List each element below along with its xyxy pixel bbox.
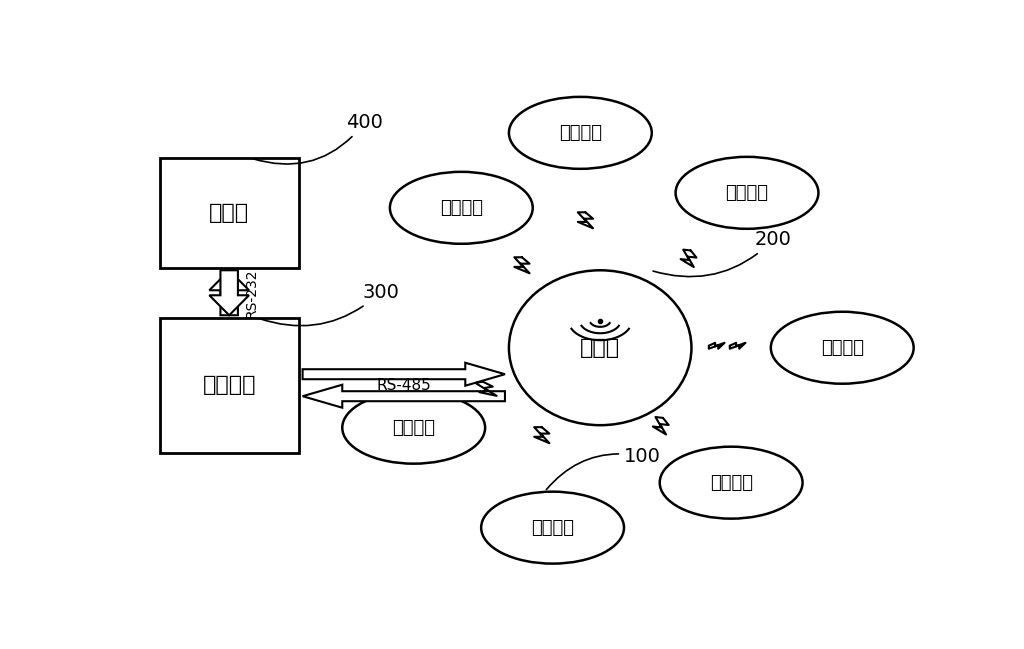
Text: 上位机: 上位机 xyxy=(209,202,249,223)
Text: RS-485: RS-485 xyxy=(377,378,431,393)
Bar xyxy=(160,318,299,453)
Text: 终端节点: 终端节点 xyxy=(821,339,863,357)
Polygon shape xyxy=(303,385,505,408)
Text: 100: 100 xyxy=(547,447,660,489)
Text: 终端节点: 终端节点 xyxy=(392,419,435,437)
Text: 300: 300 xyxy=(260,283,399,326)
Text: 终端节点: 终端节点 xyxy=(440,199,482,217)
Text: 转换模块: 转换模块 xyxy=(203,375,256,395)
Polygon shape xyxy=(209,270,249,315)
Ellipse shape xyxy=(659,447,803,519)
Text: 终端节点: 终端节点 xyxy=(726,184,768,202)
Ellipse shape xyxy=(481,492,624,563)
Ellipse shape xyxy=(509,270,691,425)
Bar xyxy=(160,158,299,268)
Text: 终端节点: 终端节点 xyxy=(559,124,602,142)
Ellipse shape xyxy=(390,172,532,244)
Ellipse shape xyxy=(676,157,818,229)
Text: 200: 200 xyxy=(653,230,792,276)
Text: RS-232: RS-232 xyxy=(245,268,258,317)
Text: 终端节点: 终端节点 xyxy=(531,519,574,537)
Text: 终端节点: 终端节点 xyxy=(710,474,753,492)
Ellipse shape xyxy=(342,392,485,463)
Polygon shape xyxy=(303,363,505,386)
Text: 400: 400 xyxy=(253,113,383,164)
Polygon shape xyxy=(209,270,249,315)
Ellipse shape xyxy=(509,97,651,169)
Ellipse shape xyxy=(771,312,913,384)
Text: 主节点: 主节点 xyxy=(581,337,621,358)
